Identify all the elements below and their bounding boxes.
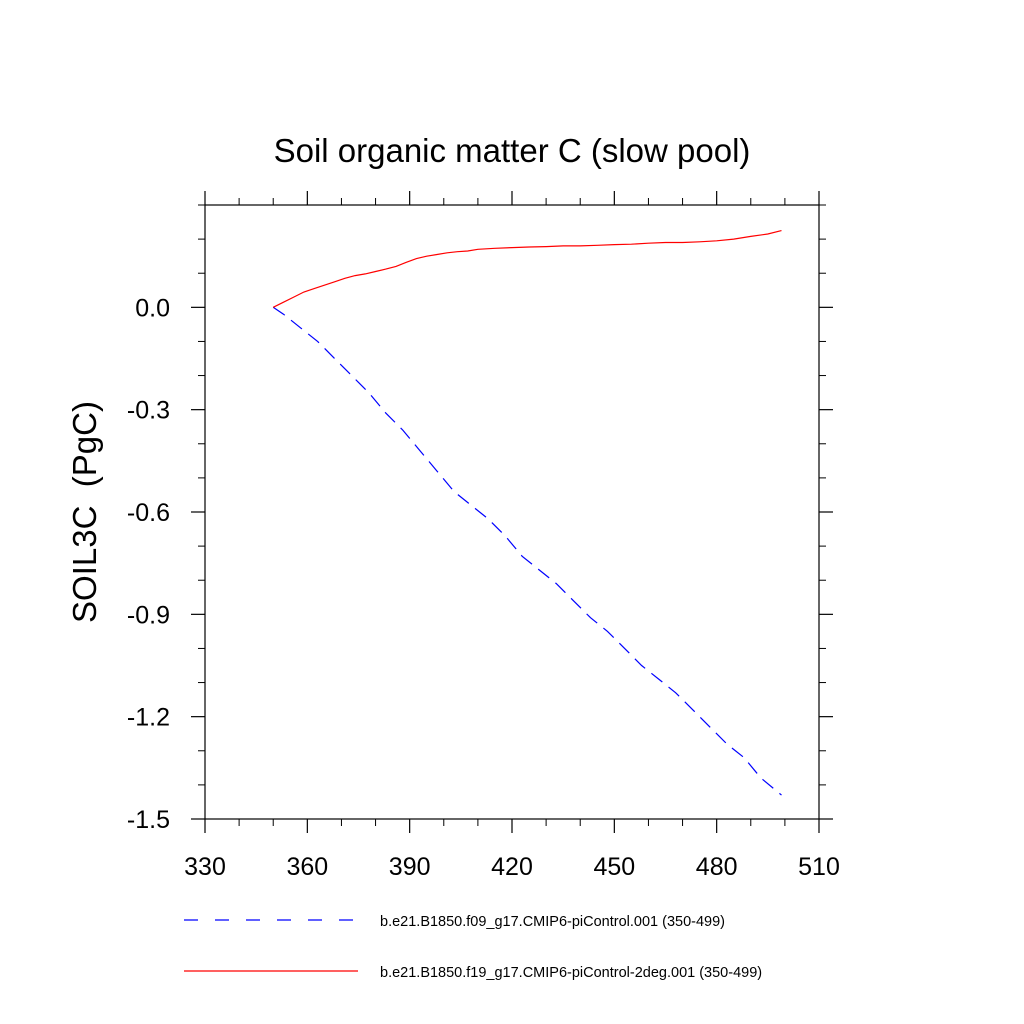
x-tick-label: 390	[389, 853, 431, 881]
axis-ticks	[191, 191, 833, 833]
x-tick-label: 480	[696, 853, 738, 881]
x-tick-label: 360	[286, 853, 328, 881]
y-tick-labels: -1.5 -1.2 -0.9 -0.6 -0.3 0.0	[127, 294, 170, 834]
y-axis-label: SOIL3C (PgC)	[66, 401, 103, 623]
y-tick-label: 0.0	[135, 294, 170, 322]
series-line-1	[272, 306, 782, 796]
x-tick-label: 330	[184, 853, 226, 881]
x-tick-label: 510	[798, 853, 840, 881]
y-tick-label: -0.6	[127, 499, 170, 527]
series-line-2	[272, 230, 782, 308]
legend: b.e21.B1850.f09_g17.CMIP6-piControl.001 …	[184, 914, 762, 981]
legend-label-1: b.e21.B1850.f09_g17.CMIP6-piControl.001 …	[380, 914, 725, 930]
x-tick-labels: 330 360 390 420 450 480 510	[184, 853, 840, 881]
chart-title: Soil organic matter C (slow pool)	[274, 132, 751, 169]
x-tick-label: 420	[491, 853, 533, 881]
y-tick-label: -1.2	[127, 704, 170, 732]
y-tick-label: -0.3	[127, 397, 170, 425]
plot-frame	[204, 204, 820, 820]
y-tick-label: -1.5	[127, 806, 170, 834]
legend-label-2: b.e21.B1850.f19_g17.CMIP6-piControl-2deg…	[380, 965, 762, 981]
series-lines	[272, 230, 782, 796]
y-tick-label: -0.9	[127, 601, 170, 629]
x-tick-label: 450	[593, 853, 635, 881]
